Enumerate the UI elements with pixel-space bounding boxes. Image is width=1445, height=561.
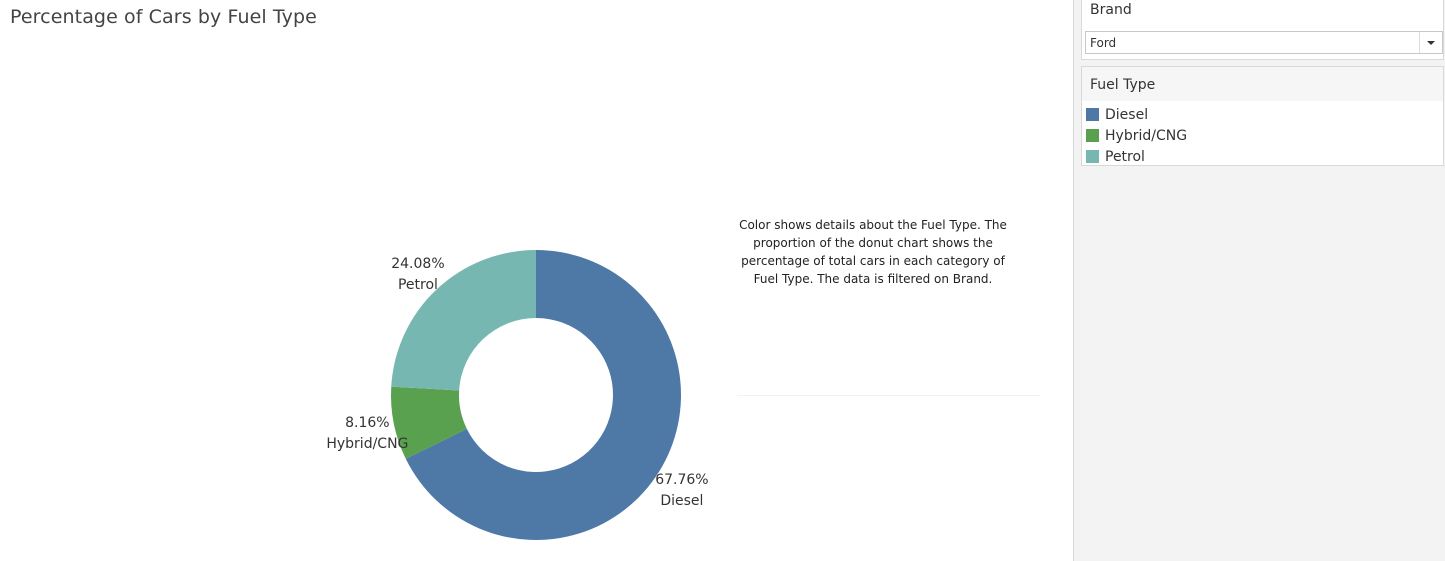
- legend-item-diesel[interactable]: Diesel: [1086, 104, 1187, 125]
- legend-swatch: [1086, 129, 1099, 142]
- brand-filter-card: Brand Ford: [1081, 0, 1444, 60]
- chart-title: Percentage of Cars by Fuel Type: [10, 6, 317, 28]
- slice-label: 67.76% Diesel: [655, 472, 708, 509]
- chevron-down-icon[interactable]: [1419, 32, 1442, 53]
- slice-percent-label: 24.08%: [391, 256, 444, 272]
- slice-percent-label: 67.76%: [655, 472, 708, 488]
- legend-title: Fuel Type: [1090, 77, 1156, 93]
- fuel-type-legend: Fuel Type Diesel Hybrid/CNG Petrol: [1081, 66, 1444, 166]
- slice-percent-label: 8.16%: [345, 415, 389, 431]
- brand-filter-title: Brand: [1090, 2, 1132, 18]
- donut-slice-diesel[interactable]: [405, 250, 681, 540]
- brand-dropdown[interactable]: Ford: [1085, 31, 1443, 54]
- donut-slice-hybrid-cng[interactable]: [391, 386, 467, 459]
- donut-chart: 67.76% Diesel 8.16% Hybrid/CNG 24.08% Petrol: [326, 250, 709, 540]
- legend-item-petrol[interactable]: Petrol: [1086, 146, 1187, 167]
- brand-dropdown-value: Ford: [1090, 36, 1117, 50]
- legend-label: Diesel: [1105, 106, 1149, 123]
- donut-slice-petrol[interactable]: [391, 250, 536, 391]
- slice-label: 8.16% Hybrid/CNG: [326, 415, 408, 452]
- legend-list: Diesel Hybrid/CNG Petrol: [1086, 104, 1187, 167]
- slice-name-label: Diesel: [660, 493, 703, 509]
- chart-caption: Color shows details about the Fuel Type.…: [739, 218, 1007, 286]
- slice-name-label: Petrol: [398, 277, 438, 293]
- caption-divider: [737, 395, 1040, 396]
- side-panel: Brand Ford Fuel Type Diesel Hybrid/CNG: [1073, 0, 1445, 561]
- slice-name-label: Hybrid/CNG: [326, 436, 408, 452]
- legend-swatch: [1086, 108, 1099, 121]
- legend-label: Hybrid/CNG: [1105, 127, 1188, 144]
- legend-header: Fuel Type: [1082, 67, 1443, 101]
- legend-swatch: [1086, 150, 1099, 163]
- slice-label: 24.08% Petrol: [391, 256, 444, 293]
- legend-label: Petrol: [1105, 148, 1145, 165]
- legend-item-hybrid-cng[interactable]: Hybrid/CNG: [1086, 125, 1187, 146]
